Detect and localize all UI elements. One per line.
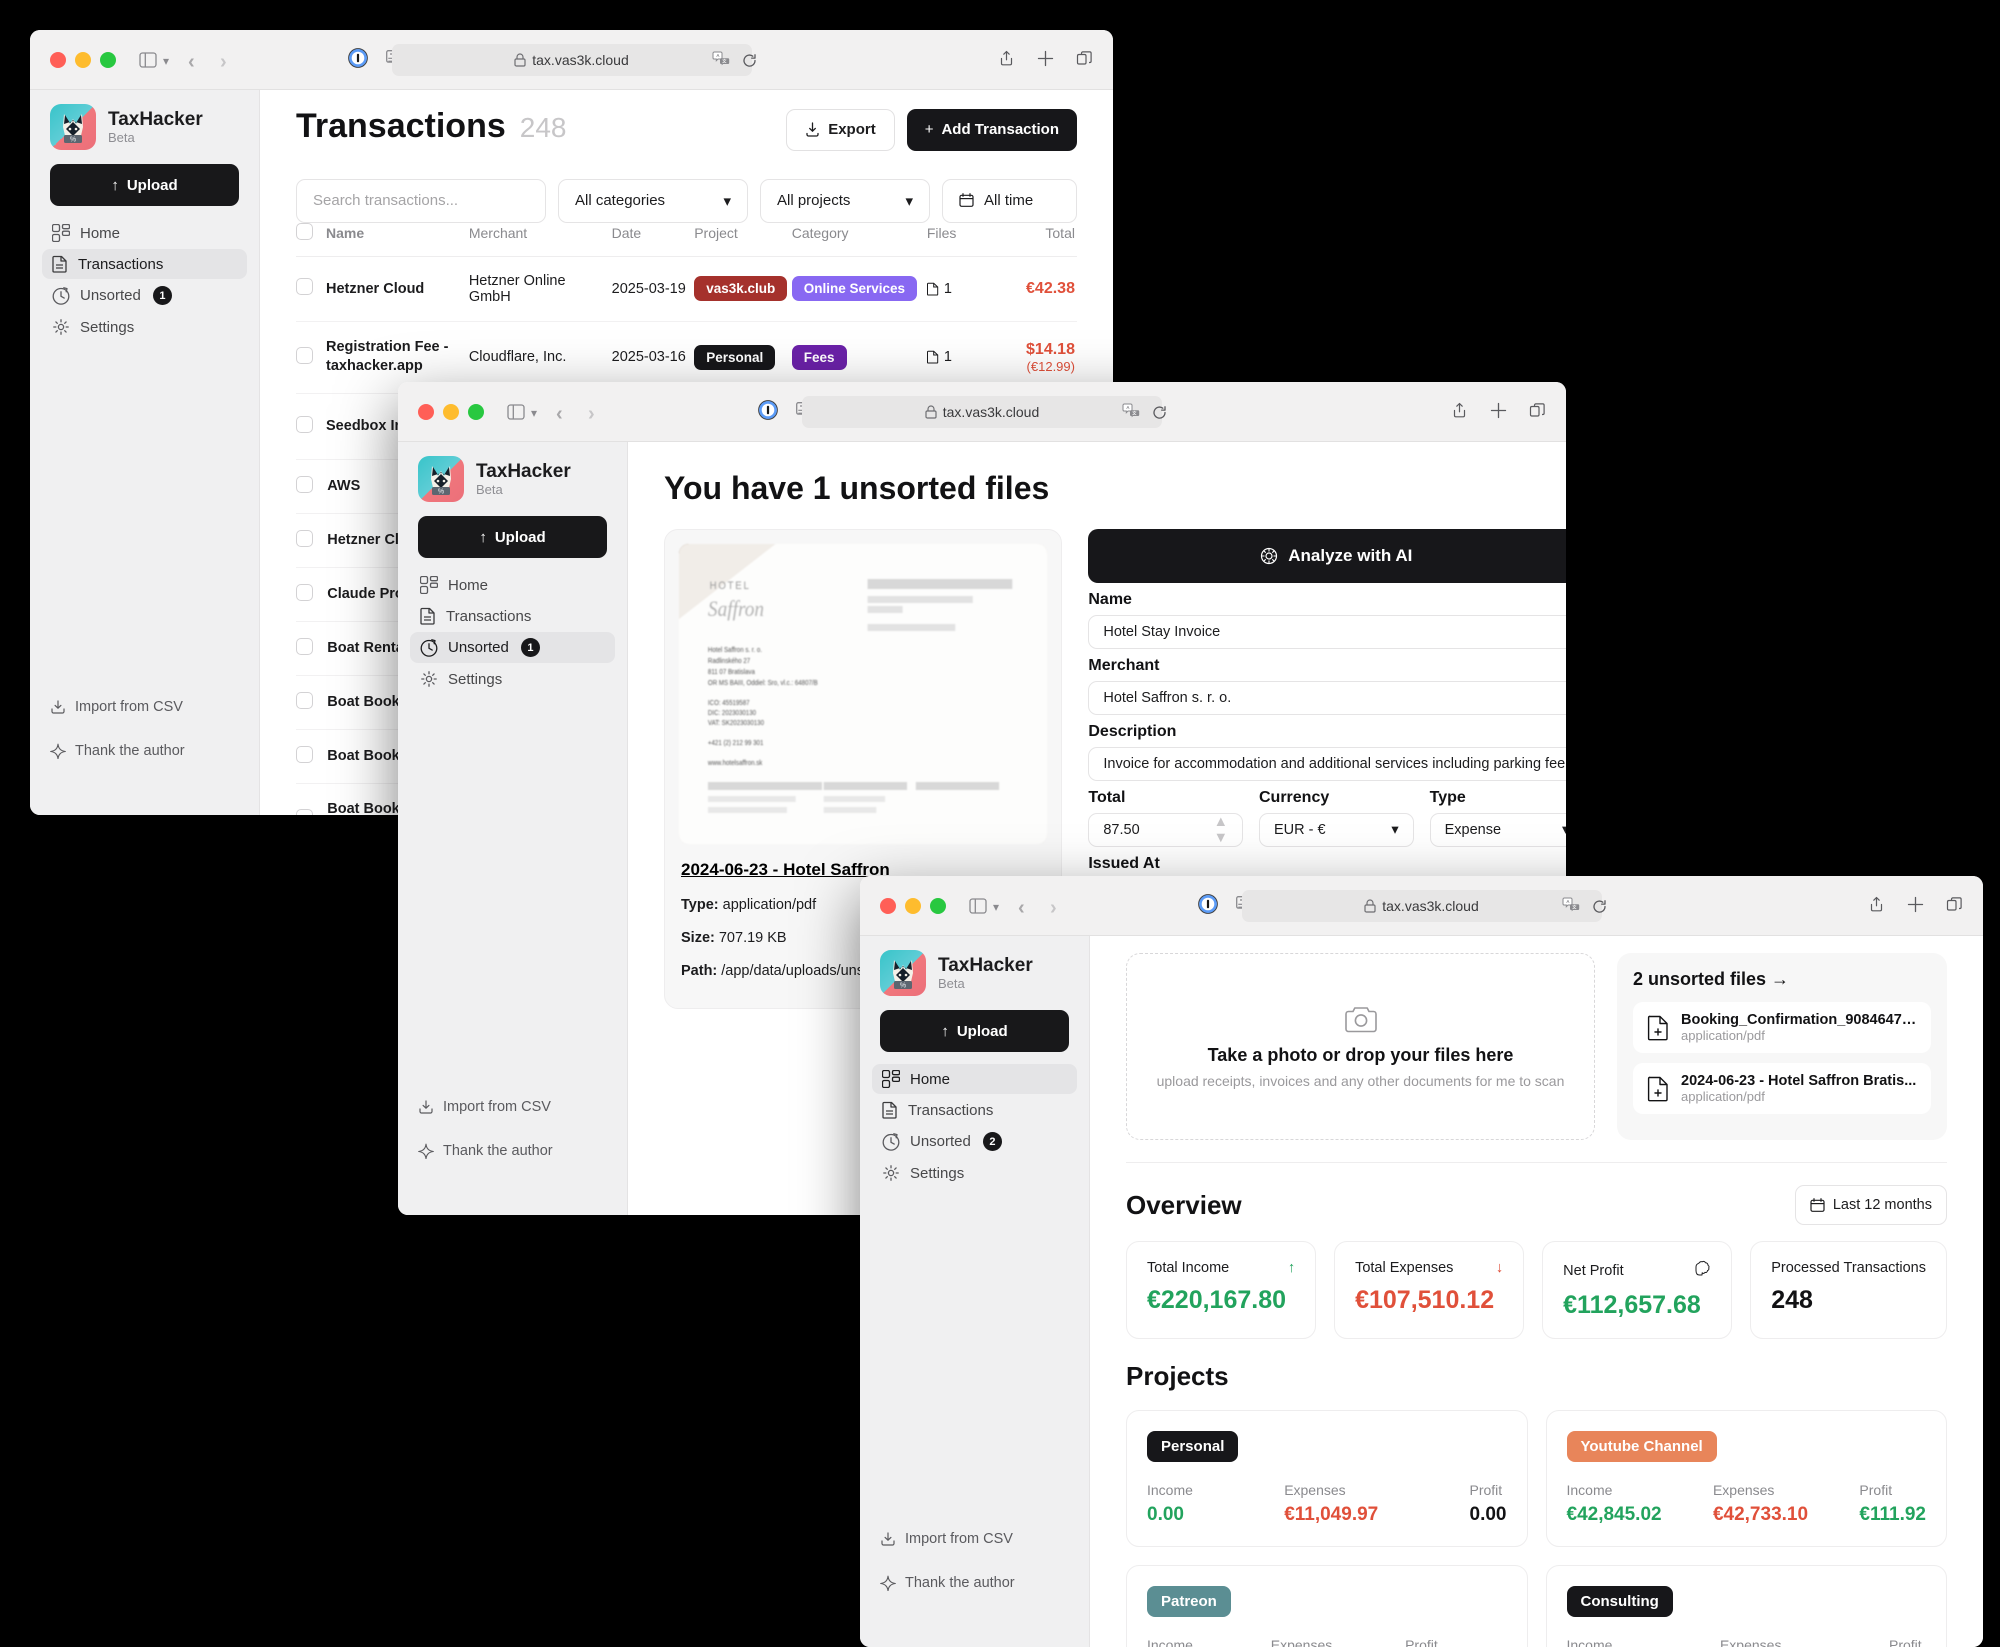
svg-text:www.hotelsaffron.sk: www.hotelsaffron.sk [707,760,763,767]
svg-text:Hotel Saffron s. r. o.: Hotel Saffron s. r. o. [708,647,762,654]
svg-text:811 07 Bratislava: 811 07 Bratislava [708,669,755,676]
svg-text:Saffron: Saffron [708,598,764,621]
svg-text:VAT: SK2023030130: VAT: SK2023030130 [708,720,764,727]
svg-text:+421 (2) 212 99 301: +421 (2) 212 99 301 [708,740,764,747]
svg-text:HOTEL: HOTEL [710,580,751,592]
svg-text:OR MS BAIII, Oddiel: Sro, vl.c: OR MS BAIII, Oddiel: Sro, vl.c.: 64807/B [708,680,818,687]
svg-text:%: % [900,982,906,989]
svg-text:%: % [438,488,444,495]
svg-text:Radlinského 27: Radlinského 27 [708,658,751,665]
svg-text:ICO: 45519587: ICO: 45519587 [708,700,750,707]
svg-text:%: % [70,136,76,143]
svg-text:DIC: 2023030130: DIC: 2023030130 [708,710,756,717]
